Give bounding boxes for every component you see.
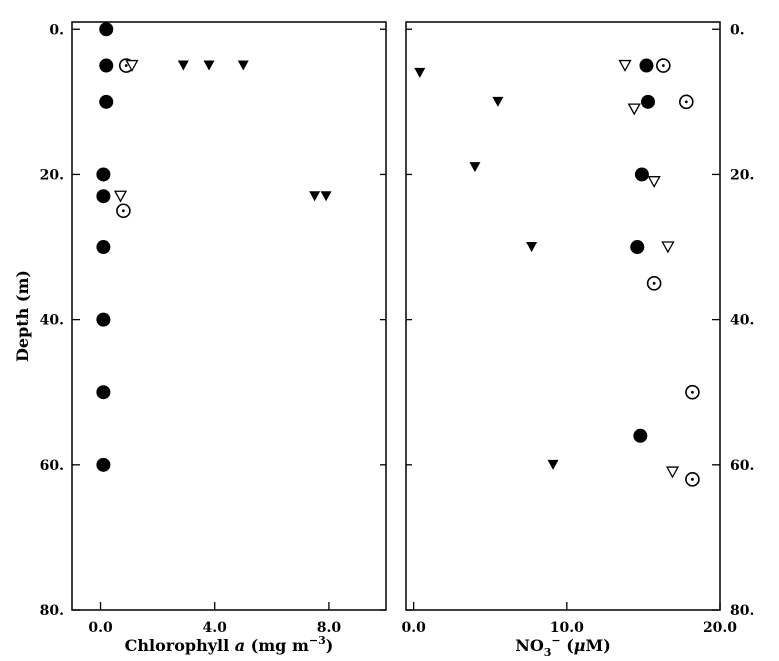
- no3-open-circle-dot-point: [685, 472, 700, 487]
- no3-filled-circle-point: [634, 167, 649, 182]
- chl-filled-circle-point: [99, 22, 114, 37]
- micro-symbol: μ: [574, 636, 586, 655]
- chl-y-tick-label: 0.: [49, 22, 64, 38]
- no3-open-triangle-down-point: [661, 241, 675, 254]
- no3-open-circle-dot-point: [679, 94, 694, 110]
- chlorophyll-plot-frame: [71, 21, 387, 611]
- chlorophyll-x-axis-title: Chlorophyll a (mg m−3): [125, 634, 334, 655]
- nitrate-plot-frame: [405, 21, 721, 611]
- chl-x-tick-label: 4.0: [203, 620, 228, 636]
- unit-exponent: −3: [309, 634, 326, 647]
- no3-open-circle-dot-point: [685, 384, 700, 400]
- no3-open-triangle-down-point: [627, 103, 641, 116]
- nitrate-x-axis-title: NO3− (μM): [515, 634, 611, 659]
- no3-filled-circle-point: [633, 428, 648, 443]
- chl-filled-triangle-down-point: [237, 60, 249, 71]
- chl-filled-circle-point: [96, 167, 111, 182]
- depth-axis-title: Depth (m): [13, 270, 32, 362]
- no3-filled-triangle-down-point: [526, 242, 538, 253]
- no3-filled-circle-point: [639, 58, 654, 73]
- no3-open-triangle-down-point: [647, 176, 661, 189]
- chl-open-triangle-down-point: [125, 59, 139, 72]
- chlorophyll-panel: Chlorophyll a (mg m−3) Depth (m) 0.0 4.0 8…: [13, 21, 387, 655]
- chl-filled-circle-point: [96, 385, 111, 400]
- chl-filled-triangle-down-point: [203, 60, 215, 71]
- chl-y-tick-label: 60.: [40, 458, 64, 474]
- nitrate-panel: NO3− (μM) 0.0 10.0 20.0 0. 20. 40. 60. 80.: [401, 21, 754, 659]
- chl-x-tick-label: 0.0: [88, 620, 113, 636]
- no3-y-tick-label: 0.: [730, 22, 745, 38]
- chl-x-tick-label: 8.0: [317, 620, 342, 636]
- no3-x-tick-label: 10.0: [550, 620, 584, 636]
- nitrate-subscript: 3: [544, 646, 552, 659]
- chl-filled-circle-point: [96, 312, 111, 327]
- chl-filled-circle-point: [96, 189, 111, 204]
- no3-filled-triangle-down-point: [469, 162, 481, 173]
- chl-filled-circle-point: [99, 58, 114, 73]
- chl-filled-circle-point: [96, 457, 111, 472]
- chl-filled-triangle-down-point: [177, 60, 189, 71]
- no3-open-triangle-down-point: [665, 466, 680, 479]
- chl-open-circle-dot-point: [116, 203, 131, 219]
- chl-y-tick-label: 40.: [40, 313, 64, 329]
- no3-x-tick-label: 20.0: [703, 620, 737, 636]
- chl-filled-triangle-down-point: [309, 191, 321, 202]
- unit-close: ): [326, 636, 334, 655]
- no3-filled-circle-point: [630, 240, 645, 255]
- no3-x-tick-label: 0.0: [401, 620, 426, 636]
- no3-open-circle-dot-point: [646, 276, 662, 291]
- no3-filled-triangle-down-point: [414, 67, 426, 78]
- no3-y-tick-label: 40.: [730, 313, 754, 329]
- nitrate-unit: (μM): [561, 636, 611, 655]
- no3-y-tick-label: 60.: [730, 458, 754, 474]
- chl-filled-circle-point: [99, 94, 114, 109]
- chl-filled-circle-point: [96, 240, 111, 255]
- no3-y-tick-label: 80.: [730, 603, 754, 619]
- no3-filled-triangle-down-point: [492, 96, 504, 107]
- no3-y-tick-label: 20.: [730, 167, 754, 183]
- no3-open-circle-dot-point: [656, 58, 671, 73]
- nitrate-charge: −: [551, 634, 560, 647]
- chlorophyll-a-symbol: a: [235, 636, 245, 655]
- no3-open-triangle-down-point: [618, 59, 632, 72]
- no3-filled-circle-point: [641, 94, 656, 109]
- chl-y-tick-label: 80.: [40, 603, 64, 619]
- no3-filled-triangle-down-point: [547, 459, 559, 470]
- chl-open-triangle-down-point: [113, 190, 128, 203]
- chl-y-tick-label: 20.: [40, 167, 64, 183]
- chl-filled-triangle-down-point: [320, 191, 332, 202]
